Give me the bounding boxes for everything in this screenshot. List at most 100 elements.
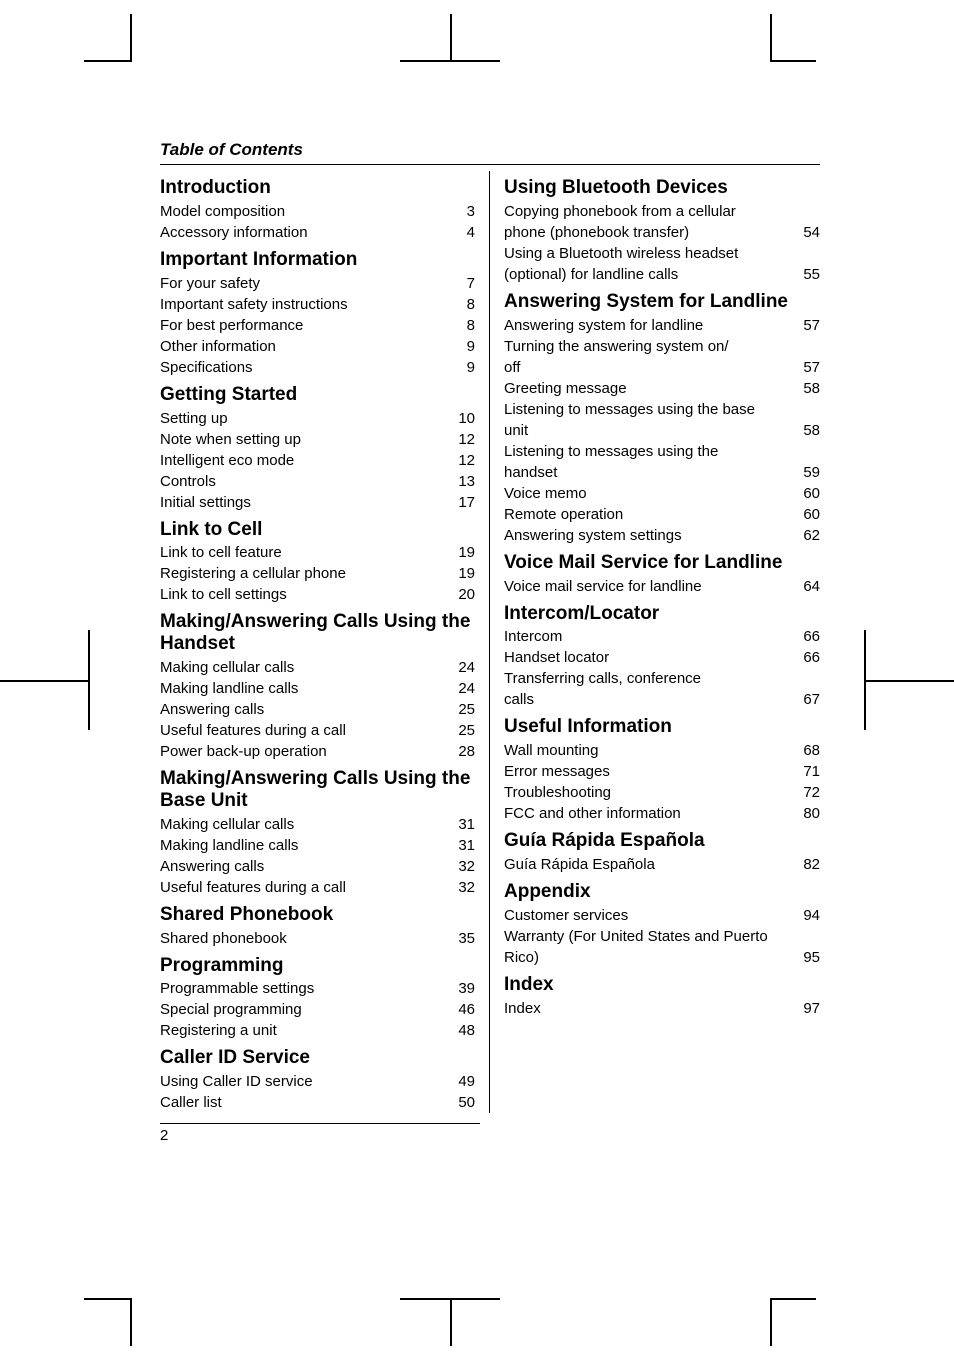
- toc-entry-label: Wall mounting: [504, 740, 598, 761]
- page-content: Table of Contents IntroductionModel comp…: [160, 140, 820, 1144]
- toc-entry: off 57: [504, 357, 820, 378]
- toc-entry-label: Voice mail service for landline: [504, 576, 702, 597]
- toc-section-title: Introduction: [160, 177, 475, 199]
- toc-entry-label: Voice memo: [504, 483, 587, 504]
- toc-entry-label: Setting up: [160, 408, 228, 429]
- toc-entry: Model composition 3: [160, 201, 475, 222]
- toc-entry: Shared phonebook 35: [160, 928, 475, 949]
- toc-columns: IntroductionModel composition 3Accessory…: [160, 171, 820, 1113]
- toc-entry-label: Programmable settings: [160, 978, 314, 999]
- toc-entry: FCC and other information 80: [504, 803, 820, 824]
- toc-entry-page: 49: [458, 1071, 475, 1092]
- toc-entry-page: 59: [803, 462, 820, 483]
- toc-section-title: Shared Phonebook: [160, 904, 475, 926]
- toc-entry-label: For your safety: [160, 273, 260, 294]
- toc-entry: phone (phonebook transfer) 54: [504, 222, 820, 243]
- toc-entry-page: 17: [458, 492, 475, 513]
- toc-entry-label: Index: [504, 998, 541, 1019]
- toc-entry-wrap: Turning the answering system on/: [504, 336, 820, 357]
- crop-mark: [84, 1298, 130, 1300]
- toc-section-title: Voice Mail Service for Landline: [504, 552, 820, 574]
- toc-section-title: Making/Answering Calls Using the Handset: [160, 611, 475, 655]
- toc-entry: Controls 13: [160, 471, 475, 492]
- toc-entry-page: 31: [458, 814, 475, 835]
- toc-entry-label: Remote operation: [504, 504, 623, 525]
- toc-entry: Programmable settings 39: [160, 978, 475, 999]
- toc-entry-page: 8: [467, 315, 475, 336]
- toc-entry-label: Intelligent eco mode: [160, 450, 294, 471]
- toc-entry-page: 46: [458, 999, 475, 1020]
- crop-mark: [864, 630, 866, 730]
- toc-entry-label: Making cellular calls: [160, 657, 294, 678]
- toc-entry-page: 58: [803, 420, 820, 441]
- toc-entry-label: Shared phonebook: [160, 928, 287, 949]
- toc-entry-label: Rico): [504, 947, 539, 968]
- toc-entry-page: 7: [467, 273, 475, 294]
- toc-entry-label: FCC and other information: [504, 803, 681, 824]
- toc-entry-label: Other information: [160, 336, 276, 357]
- toc-entry-label: For best performance: [160, 315, 303, 336]
- toc-entry-wrap: Using a Bluetooth wireless headset: [504, 243, 820, 264]
- toc-entry-wrap: Listening to messages using the: [504, 441, 820, 462]
- toc-entry: calls 67: [504, 689, 820, 710]
- toc-entry: Using Caller ID service 49: [160, 1071, 475, 1092]
- toc-entry: Registering a unit 48: [160, 1020, 475, 1041]
- toc-entry-wrap: Transferring calls, conference: [504, 668, 820, 689]
- toc-entry: Note when setting up 12: [160, 429, 475, 450]
- toc-entry: Guía Rápida Española 82: [504, 854, 820, 875]
- toc-section-title: Link to Cell: [160, 519, 475, 541]
- toc-entry: Useful features during a call 32: [160, 877, 475, 898]
- toc-entry-label: off: [504, 357, 520, 378]
- toc-entry-label: Useful features during a call: [160, 877, 346, 898]
- toc-entry-page: 50: [458, 1092, 475, 1113]
- toc-entry-label: Registering a cellular phone: [160, 563, 346, 584]
- toc-entry: Making cellular calls 24: [160, 657, 475, 678]
- toc-entry-label: Intercom: [504, 626, 562, 647]
- toc-entry-page: 39: [458, 978, 475, 999]
- toc-entry: Intelligent eco mode 12: [160, 450, 475, 471]
- toc-entry-page: 72: [803, 782, 820, 803]
- toc-entry: Customer services 94: [504, 905, 820, 926]
- toc-entry-page: 32: [458, 856, 475, 877]
- crop-mark: [770, 1298, 816, 1300]
- toc-entry-label: Answering calls: [160, 856, 264, 877]
- crop-mark: [84, 60, 130, 62]
- toc-entry-page: 60: [803, 504, 820, 525]
- toc-entry: Answering calls 25: [160, 699, 475, 720]
- toc-entry-label: Making cellular calls: [160, 814, 294, 835]
- toc-entry-wrap: Listening to messages using the base: [504, 399, 820, 420]
- toc-entry-page: 9: [467, 357, 475, 378]
- toc-entry: Remote operation 60: [504, 504, 820, 525]
- toc-entry-label: Handset locator: [504, 647, 609, 668]
- toc-entry-label: Specifications: [160, 357, 253, 378]
- toc-entry-page: 66: [803, 647, 820, 668]
- crop-mark: [864, 680, 954, 682]
- toc-entry-label: Important safety instructions: [160, 294, 348, 315]
- toc-section-title: Getting Started: [160, 384, 475, 406]
- toc-entry-page: 62: [803, 525, 820, 546]
- toc-entry-label: Useful features during a call: [160, 720, 346, 741]
- toc-entry: Setting up 10: [160, 408, 475, 429]
- toc-entry-page: 12: [458, 429, 475, 450]
- toc-entry-label: Answering system settings: [504, 525, 682, 546]
- toc-section-title: Index: [504, 974, 820, 996]
- toc-entry-label: Controls: [160, 471, 216, 492]
- crop-mark: [770, 1298, 772, 1346]
- toc-entry-label: Model composition: [160, 201, 285, 222]
- toc-entry-page: 32: [458, 877, 475, 898]
- toc-entry-page: 19: [458, 563, 475, 584]
- toc-entry-page: 8: [467, 294, 475, 315]
- toc-section-title: Caller ID Service: [160, 1047, 475, 1069]
- crop-mark: [770, 60, 816, 62]
- toc-entry-label: Customer services: [504, 905, 628, 926]
- toc-entry-page: 71: [803, 761, 820, 782]
- toc-entry-page: 28: [458, 741, 475, 762]
- toc-entry-page: 19: [458, 542, 475, 563]
- toc-entry: Troubleshooting 72: [504, 782, 820, 803]
- toc-entry-label: Registering a unit: [160, 1020, 277, 1041]
- toc-entry-label: Accessory information: [160, 222, 308, 243]
- toc-entry: (optional) for landline calls 55: [504, 264, 820, 285]
- toc-entry: Link to cell settings 20: [160, 584, 475, 605]
- toc-entry-page: 64: [803, 576, 820, 597]
- crop-mark: [130, 1298, 132, 1346]
